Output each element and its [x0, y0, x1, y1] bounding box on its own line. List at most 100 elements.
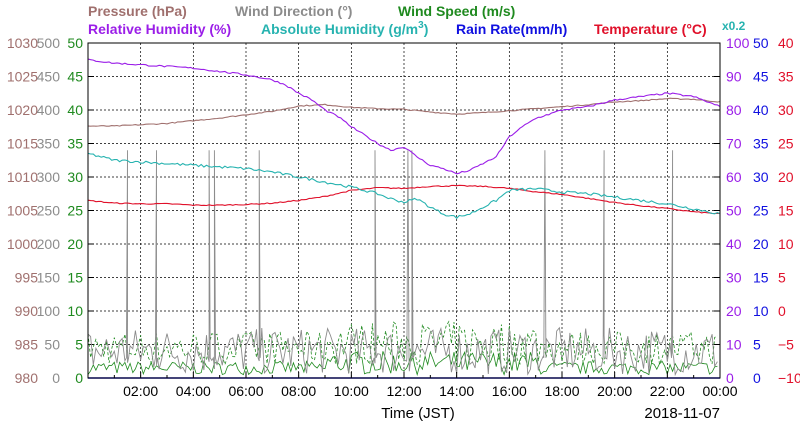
wind-speed-tick-label: 35 — [67, 136, 83, 152]
wind-direction-tick-label: 300 — [37, 169, 61, 185]
x-tick-label: 14:00 — [439, 383, 474, 399]
temperature-tick-label: −10 — [778, 370, 800, 386]
legend-absolute-humidity-prefix: Absolute Humidity (g/m — [261, 21, 418, 37]
humidity-tick-label: 40 — [726, 236, 742, 252]
rain-rate-tick-label: 40 — [753, 102, 769, 118]
wind-direction-tick-label: 400 — [37, 102, 61, 118]
wind-direction-tick-label: 50 — [44, 337, 60, 353]
humidity-tick-label: 20 — [726, 303, 742, 319]
legend-absolute-humidity: Absolute Humidity (g/m3) — [261, 20, 428, 37]
x-axis-label: Time (JST) — [381, 405, 455, 422]
legend-rain-rate: Rain Rate(mm/h) — [456, 21, 567, 37]
wind-direction-tick-label: 450 — [37, 69, 61, 85]
pressure-tick-label: 1025 — [7, 69, 38, 85]
wind-speed-tick-label: 0 — [75, 370, 83, 386]
wind-direction-tick-label: 350 — [37, 136, 61, 152]
legend-absolute-humidity-suffix: ) — [424, 21, 429, 37]
rain-rate-tick-label: 45 — [753, 69, 769, 85]
wind-direction-tick-label: 500 — [37, 35, 61, 51]
temperature-tick-label: −5 — [778, 337, 794, 353]
temperature-tick-label: 0 — [778, 303, 786, 319]
chart-date: 2018-11-07 — [644, 405, 720, 422]
legend-absolute-humidity-sup: 3 — [418, 20, 424, 31]
x-axis-ticks: 02:00 04:00 06:00 08:00 10:00 12:00 14:00 16:00… — [113, 372, 738, 399]
wind-speed-max-line — [87, 320, 718, 366]
wind-direction-tick-label: 100 — [37, 303, 61, 319]
rain-rate-tick-label: 35 — [753, 136, 769, 152]
humidity-tick-label: 30 — [726, 270, 742, 286]
temperature-tick-label: 35 — [778, 69, 794, 85]
x-tick-label: 18:00 — [544, 383, 579, 399]
humidity-tick-label: 90 — [726, 69, 742, 85]
legend-ah-scale: x0.2 — [722, 19, 746, 33]
pressure-tick-label: 1020 — [7, 102, 38, 118]
wind-speed-tick-label: 45 — [67, 69, 83, 85]
wind-direction-line — [87, 150, 718, 377]
rain-rate-tick-label: 25 — [753, 203, 769, 219]
series-layer — [87, 58, 721, 379]
pressure-tick-label: 1030 — [7, 35, 38, 51]
temperature-tick-label: 40 — [778, 35, 794, 51]
left-axes: 1030102510201015101010051000995990985980… — [7, 35, 94, 386]
legend-temperature: Temperature (°C) — [594, 21, 707, 37]
temperature-tick-label: 15 — [778, 203, 794, 219]
temperature-tick-label: 5 — [778, 270, 786, 286]
x-tick-label: 12:00 — [386, 383, 421, 399]
x-tick-label: 06:00 — [228, 383, 263, 399]
wind-speed-tick-label: 50 — [67, 35, 83, 51]
pressure-tick-label: 1000 — [7, 236, 38, 252]
rain-rate-tick-label: 50 — [753, 35, 769, 51]
wind-speed-tick-label: 15 — [67, 270, 83, 286]
rain-rate-tick-label: 10 — [753, 303, 769, 319]
plot-grid — [88, 43, 720, 378]
wind-direction-tick-label: 150 — [37, 270, 61, 286]
humidity-tick-label: 0 — [726, 370, 734, 386]
wind-direction-tick-label: 0 — [52, 370, 60, 386]
x-tick-label: 16:00 — [492, 383, 527, 399]
pressure-tick-label: 1010 — [7, 169, 38, 185]
x-tick-label: 00:00 — [702, 383, 737, 399]
wind-speed-tick-label: 5 — [75, 337, 83, 353]
x-tick-label: 20:00 — [597, 383, 632, 399]
legend-relative-humidity: Relative Humidity (%) — [88, 21, 231, 37]
pressure-tick-label: 985 — [15, 337, 39, 353]
legend-wind-speed: Wind Speed (m/s) — [398, 3, 515, 19]
pressure-tick-label: 1015 — [7, 136, 38, 152]
relative-humidity-line — [87, 58, 721, 175]
temperature-tick-label: 30 — [778, 102, 794, 118]
humidity-tick-label: 100 — [726, 35, 750, 51]
rain-rate-tick-label: 0 — [753, 370, 761, 386]
wind-speed-tick-label: 10 — [67, 303, 83, 319]
legend-pressure: Pressure (hPa) — [88, 3, 187, 19]
rain-rate-tick-label: 5 — [753, 337, 761, 353]
pressure-tick-label: 1005 — [7, 203, 38, 219]
wind-direction-tick-label: 250 — [37, 203, 61, 219]
pressure-line — [87, 97, 721, 127]
pressure-tick-label: 990 — [15, 303, 39, 319]
pressure-tick-label: 995 — [15, 270, 39, 286]
humidity-tick-label: 60 — [726, 169, 742, 185]
x-tick-label: 04:00 — [176, 383, 211, 399]
temperature-tick-label: 25 — [778, 136, 794, 152]
wind-speed-mean-line — [87, 350, 718, 377]
x-tick-label: 08:00 — [281, 383, 316, 399]
pressure-tick-label: 980 — [15, 370, 39, 386]
wind-speed-tick-label: 20 — [67, 236, 83, 252]
temperature-tick-label: 10 — [778, 236, 794, 252]
right-axes: 1009080706050403020100504540353025201510… — [714, 35, 800, 386]
temperature-line — [87, 184, 721, 215]
humidity-tick-label: 70 — [726, 136, 742, 152]
rain-rate-tick-label: 20 — [753, 236, 769, 252]
temperature-tick-label: 20 — [778, 169, 794, 185]
x-tick-label: 22:00 — [650, 383, 685, 399]
humidity-tick-label: 50 — [726, 203, 742, 219]
rain-rate-tick-label: 30 — [753, 169, 769, 185]
wind-direction-tick-label: 200 — [37, 236, 61, 252]
wind-speed-tick-label: 30 — [67, 169, 83, 185]
rain-rate-tick-label: 15 — [753, 270, 769, 286]
wind-speed-tick-label: 25 — [67, 203, 83, 219]
wind-speed-tick-label: 40 — [67, 102, 83, 118]
humidity-tick-label: 10 — [726, 337, 742, 353]
x-tick-label: 02:00 — [123, 383, 158, 399]
